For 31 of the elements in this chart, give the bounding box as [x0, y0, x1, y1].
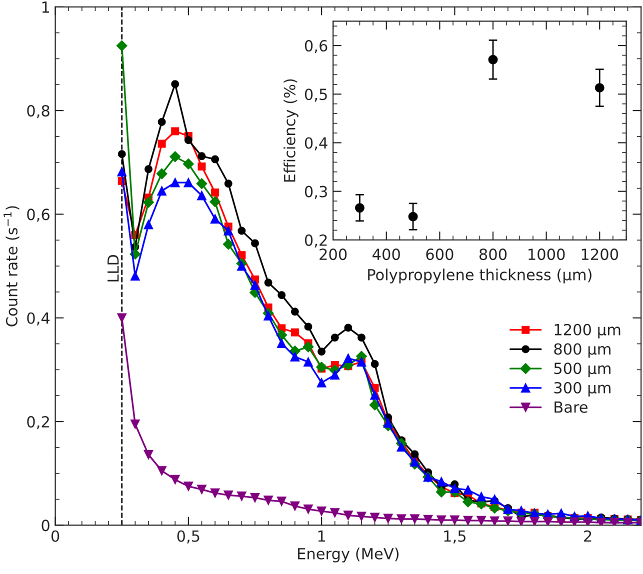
y-tick-label: 0,4: [27, 312, 50, 326]
y-tick-label: 0,2: [27, 416, 49, 430]
y-tick-label: 1: [42, 2, 50, 13]
legend-label: 1200 µm: [554, 324, 620, 338]
y-tick-label: 0,2: [304, 234, 327, 248]
x-tick-label: 1000: [528, 248, 565, 260]
x-tick-label: 0,5: [177, 530, 200, 544]
x-tick-label: 1200: [582, 248, 618, 260]
y-tick-label: 0,6: [27, 208, 50, 222]
x-axis-title: Energy (MeV): [298, 548, 399, 562]
x-tick-label: 1,5: [444, 530, 466, 544]
legend-label: 800 µm: [554, 343, 610, 358]
x-tick-label: 600: [426, 248, 454, 260]
y-tick-label: 0: [42, 520, 50, 532]
x-axis-title: Polypropylene thickness (µm): [368, 268, 592, 284]
y-axis-title: Efficiency (%): [284, 79, 298, 182]
legend-label: Bare: [554, 402, 588, 413]
y-axis-title: Count rate (s$^{−1}$): [4, 206, 20, 326]
ref-line-label: LLD: [108, 254, 119, 282]
y-tick-label: 0,4: [304, 137, 328, 150]
x-tick-label: 2: [584, 530, 592, 542]
x-tick-label: 800: [479, 248, 507, 260]
x-tick-label: 400: [372, 248, 400, 260]
x-tick-label: 0: [51, 530, 60, 542]
legend-label: 300 µm: [554, 382, 610, 396]
y-tick-label: 0,8: [27, 105, 50, 118]
y-tick-label: 0,5: [304, 88, 327, 102]
x-tick-label: 200: [320, 248, 347, 260]
y-tick-label: 0,6: [304, 40, 328, 54]
y-tick-label: 0,3: [304, 186, 327, 199]
legend-label: 500 µm: [554, 362, 610, 378]
